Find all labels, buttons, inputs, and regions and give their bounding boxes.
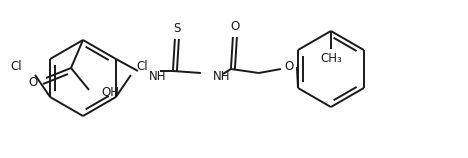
Text: S: S bbox=[173, 22, 181, 36]
Text: O: O bbox=[230, 21, 240, 33]
Text: NH: NH bbox=[213, 70, 230, 82]
Text: O: O bbox=[29, 76, 38, 89]
Text: O: O bbox=[284, 61, 293, 73]
Text: CH₃: CH₃ bbox=[320, 52, 342, 66]
Text: OH: OH bbox=[101, 85, 119, 98]
Text: Cl: Cl bbox=[10, 61, 22, 73]
Text: Cl: Cl bbox=[136, 61, 147, 73]
Text: NH: NH bbox=[149, 70, 167, 82]
